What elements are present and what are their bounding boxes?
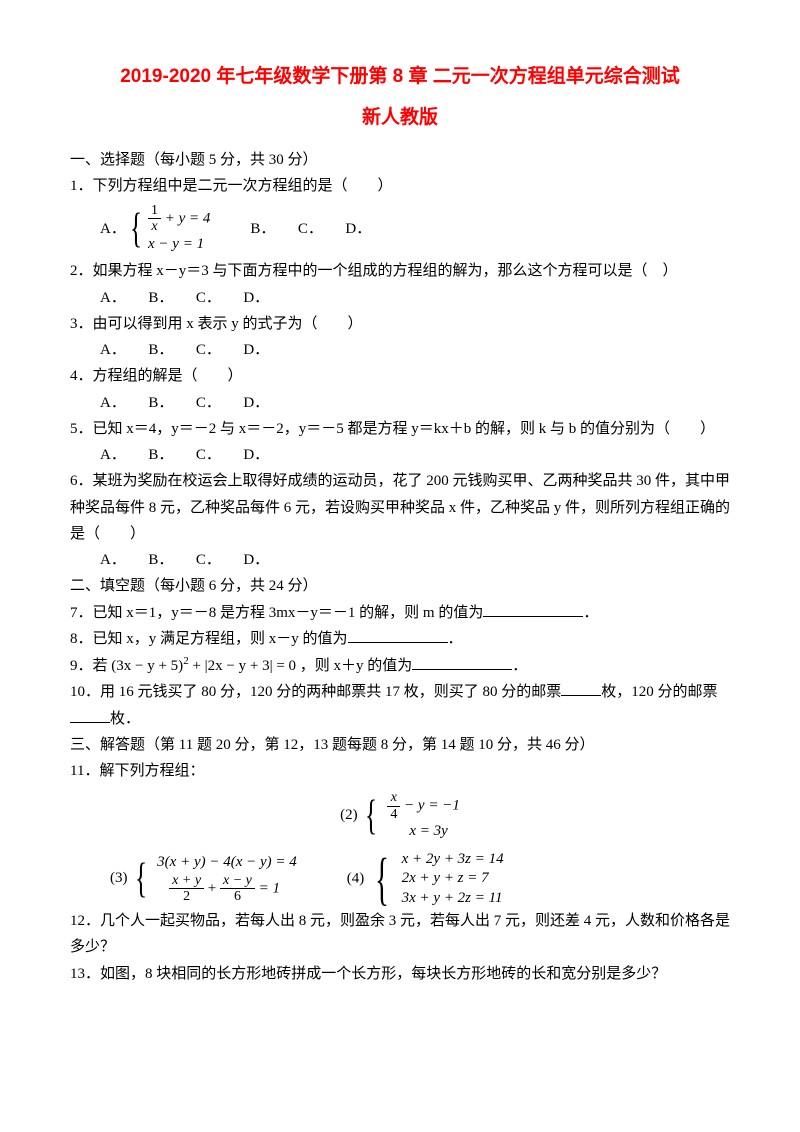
section-2-header: 二、填空题（每小题 6 分，共 24 分） [70, 573, 730, 599]
q5-text: 5．已知 x＝4，y＝－2 与 x＝－2，y＝－5 都是方程 y＝kx＋b 的解… [70, 416, 730, 442]
title-line-2: 新人教版 [70, 101, 730, 134]
section-3-header: 三、解答题（第 11 题 20 分，第 12，13 题每题 8 分，第 14 题… [70, 732, 730, 758]
q7-line: 7．已知 x＝1，y＝－8 是方程 3mx－y＝－1 的解，则 m 的值为． [70, 600, 730, 626]
q13-text: 13．如图，8 块相同的长方形地砖拼成一个长方形，每块长方形地砖的长和宽分别是多… [70, 961, 730, 987]
q9-line: 9．若 (3x − y + 5)2 + |2x − y + 3| = 0 ，则 … [70, 652, 730, 679]
q8-line: 8．已知 x，y 满足方程组，则 x－y 的值为． [70, 626, 730, 652]
q12-text: 12．几个人一起买物品，若每人出 8 元，则盈余 3 元，若每人出 7 元，则还… [70, 908, 730, 961]
section-1-header: 一、选择题（每小题 5 分，共 30 分） [70, 147, 730, 173]
q1-text: 1．下列方程组中是二元一次方程组的是（ ） [70, 173, 730, 199]
left-brace-icon: { [365, 795, 377, 837]
left-brace-icon: { [375, 853, 389, 905]
q7-blank[interactable] [483, 601, 583, 617]
q11-text: 11．解下列方程组： [70, 758, 730, 784]
title-line-1: 2019-2020 年七年级数学下册第 8 章 二元一次方程组单元综合测试 [70, 60, 730, 93]
q3-text: 3．由可以得到用 x 表示 y 的式子为（ ） [70, 311, 730, 337]
left-brace-icon: { [130, 208, 142, 250]
q4-text: 4．方程组的解是（ ） [70, 363, 730, 389]
q4-options: A． B． C． D． [100, 390, 730, 416]
q5-options: A． B． C． D． [100, 442, 730, 468]
q3-options: A． B． C． D． [100, 337, 730, 363]
eq4-group: (4) { x + 2y + 3z = 14 2x + y + z = 7 3x… [347, 850, 504, 909]
q2-options: A． B． C． D． [100, 285, 730, 311]
q1-options-bcd: B． C． D． [250, 216, 371, 242]
q6-options: A． B． C． D． [100, 547, 730, 573]
eq2-label: (2) [340, 807, 358, 823]
q1-option-a-label: A． [100, 216, 126, 242]
q8-blank[interactable] [348, 627, 448, 643]
q6-text: 6．某班为奖励在校运会上取得好成绩的运动员，花了 200 元钱购买甲、乙两种奖品… [70, 468, 730, 547]
eq3-group: (3) { 3(x + y) − 4(x − y) = 4 x + y2 + x… [110, 853, 297, 904]
eq2-system: x4 − y = −1 x = 3y [387, 790, 460, 841]
q10-blank-2[interactable] [70, 707, 110, 723]
q10-line: 10．用 16 元钱买了 80 分，120 分的两种邮票共 17 枚，则买了 8… [70, 679, 730, 732]
q1-equation-system: 1x + y = 4 x − y = 1 [148, 203, 210, 254]
q2-text: 2．如果方程 x－y＝3 与下面方程中的一个组成的方程组的解为，那么这个方程可以… [70, 258, 730, 284]
left-brace-icon: { [135, 858, 147, 900]
q10-blank-1[interactable] [561, 680, 601, 696]
q9-blank[interactable] [412, 654, 512, 670]
